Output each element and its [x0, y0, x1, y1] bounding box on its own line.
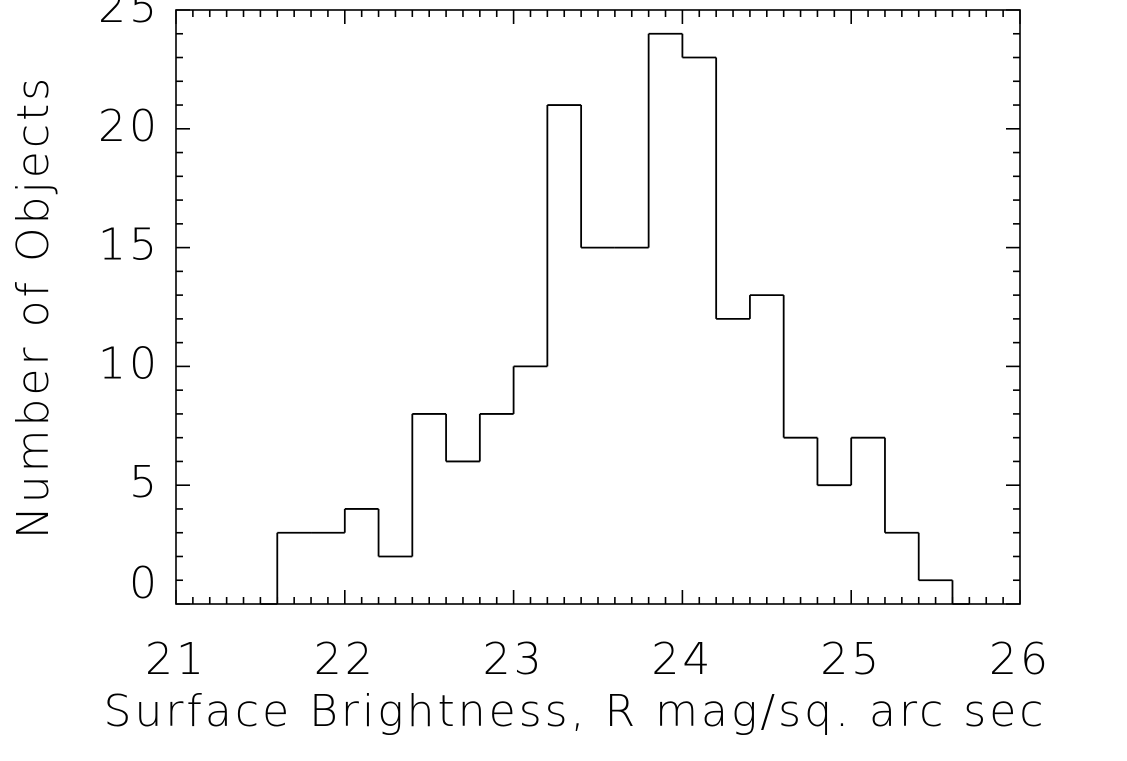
y-tick-label: 25 [98, 0, 160, 33]
y-axis-label: Number of Objects [8, 75, 59, 539]
y-tick-label: 15 [98, 220, 160, 271]
y-tick-label: 0 [129, 558, 160, 609]
x-tick-label: 22 [314, 634, 376, 685]
y-tick-label: 5 [129, 457, 160, 508]
x-tick-label: 21 [145, 634, 207, 685]
x-tick-label: 24 [651, 634, 713, 685]
x-tick-label: 23 [483, 634, 545, 685]
plot-frame [175, 9, 1021, 605]
x-tick-label: 26 [989, 634, 1051, 685]
y-tick-label: 20 [98, 101, 160, 152]
y-tick-label: 10 [98, 338, 160, 389]
x-tick-label: 25 [820, 634, 882, 685]
x-axis-label: Surface Brightness, R mag/sq. arc sec [104, 686, 1047, 737]
